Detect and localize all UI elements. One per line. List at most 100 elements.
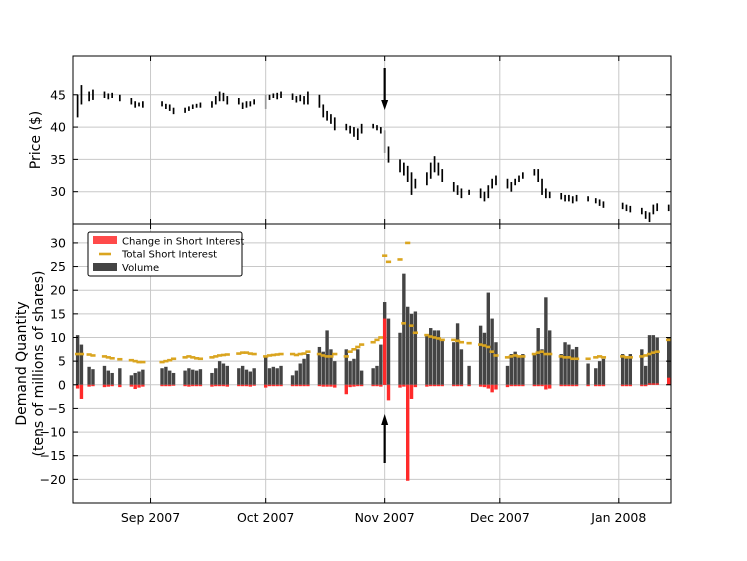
volume-bar xyxy=(79,344,84,385)
event-arrow-up-head xyxy=(381,414,389,425)
short-interest-change-bar xyxy=(375,384,379,387)
short-interest-change-bar xyxy=(110,384,114,387)
short-interest-change-bar xyxy=(382,318,387,385)
x-tick-label: Nov 2007 xyxy=(355,510,415,525)
volume-bar xyxy=(214,368,218,385)
short-interest-change-bar xyxy=(217,384,222,387)
volume-bar xyxy=(275,368,279,385)
short-interest-change-bar xyxy=(548,384,552,389)
short-interest-change-bar xyxy=(563,384,567,387)
volume-bar xyxy=(294,370,299,385)
short-interest-change-bar xyxy=(75,384,80,389)
demand-y-tick-label: −15 xyxy=(40,448,66,463)
short-interest-change-bar xyxy=(240,384,245,387)
short-interest-change-bar xyxy=(371,384,375,387)
demand-y-tick-label: 30 xyxy=(50,235,66,250)
volume-bar xyxy=(329,349,333,385)
volume-bar xyxy=(279,365,283,385)
short-interest-change-bar xyxy=(133,384,137,390)
volume-bar xyxy=(467,365,471,385)
price-y-tick-label: 35 xyxy=(50,152,66,167)
short-interest-change-bar xyxy=(478,384,483,387)
volume-bar xyxy=(651,335,656,385)
short-interest-change-bar xyxy=(455,384,460,387)
short-interest-change-bar xyxy=(432,384,437,387)
short-interest-change-bar xyxy=(325,384,329,387)
volume-bar xyxy=(164,366,168,385)
volume-bar xyxy=(436,330,441,385)
short-interest-change-bar xyxy=(628,384,633,387)
volume-bar xyxy=(191,369,195,385)
volume-bar xyxy=(521,354,525,385)
short-interest-change-bar xyxy=(306,384,310,387)
price-y-tick-label: 40 xyxy=(50,120,66,135)
short-interest-change-bar xyxy=(490,384,494,393)
short-interest-change-bar xyxy=(352,384,356,387)
volume-bar xyxy=(486,292,490,385)
volume-bar xyxy=(624,356,629,385)
volume-bar xyxy=(333,361,337,385)
short-interest-change-bar xyxy=(244,384,249,387)
volume-bar xyxy=(133,372,137,385)
short-interest-change-bar xyxy=(194,384,199,387)
volume-bar xyxy=(647,335,652,385)
short-interest-change-bar xyxy=(187,384,191,387)
volume-bar xyxy=(110,372,114,385)
short-interest-change-bar xyxy=(225,384,229,387)
x-tick-label: Sep 2007 xyxy=(121,510,180,525)
short-interest-change-bar xyxy=(459,384,464,387)
volume-bar xyxy=(252,368,256,385)
short-interest-change-bar xyxy=(171,384,176,386)
short-interest-change-bar xyxy=(214,384,218,387)
short-interest-change-bar xyxy=(601,384,606,387)
volume-bar xyxy=(571,349,575,385)
volume-bar xyxy=(567,344,571,385)
short-interest-change-bar xyxy=(137,384,141,388)
volume-bar xyxy=(379,344,383,385)
short-interest-change-bar xyxy=(79,384,84,399)
short-interest-change-bar xyxy=(248,384,253,387)
volume-bar xyxy=(141,369,145,385)
demand-y-tick-label: −10 xyxy=(40,425,66,440)
volume-bar xyxy=(168,370,172,385)
short-interest-change-bar xyxy=(467,384,471,387)
short-interest-change-bar xyxy=(624,384,629,387)
volume-bar xyxy=(559,354,563,385)
short-interest-change-bar xyxy=(398,384,402,388)
short-interest-change-bar xyxy=(413,384,418,388)
volume-bar xyxy=(597,361,602,385)
volume-bar xyxy=(455,323,460,385)
short-interest-change-bar xyxy=(409,384,414,399)
volume-bar xyxy=(494,342,498,385)
short-interest-change-bar xyxy=(571,384,575,387)
short-interest-change-bar xyxy=(329,384,333,387)
volume-bar xyxy=(371,368,375,385)
legend-label-total: Total Short Interest xyxy=(121,250,217,261)
volume-bar xyxy=(505,365,510,385)
demand-y-tick-label: 25 xyxy=(50,259,66,274)
short-interest-change-bar xyxy=(356,384,360,387)
volume-bar xyxy=(348,361,352,385)
short-interest-change-bar xyxy=(532,384,537,387)
short-interest-change-bar xyxy=(647,383,652,385)
volume-bar xyxy=(217,361,222,385)
volume-bar xyxy=(513,351,517,385)
volume-bar xyxy=(267,368,272,385)
short-interest-change-bar xyxy=(425,384,429,387)
volume-bar xyxy=(482,332,487,385)
volume-bar xyxy=(375,365,379,385)
short-interest-change-bar xyxy=(87,384,91,387)
short-interest-change-bar xyxy=(379,384,383,387)
volume-bar xyxy=(352,358,356,385)
volume-bar xyxy=(402,273,406,385)
legend-box xyxy=(87,231,243,277)
volume-bar xyxy=(432,330,437,385)
demand-y-tick-label: 15 xyxy=(50,306,66,321)
short-interest-change-bar xyxy=(505,384,510,388)
short-interest-change-bar xyxy=(567,384,571,387)
volume-bar xyxy=(171,372,176,385)
short-interest-change-bar xyxy=(198,384,203,387)
event-arrow-down-head xyxy=(381,100,389,110)
short-interest-change-bar xyxy=(436,384,441,387)
